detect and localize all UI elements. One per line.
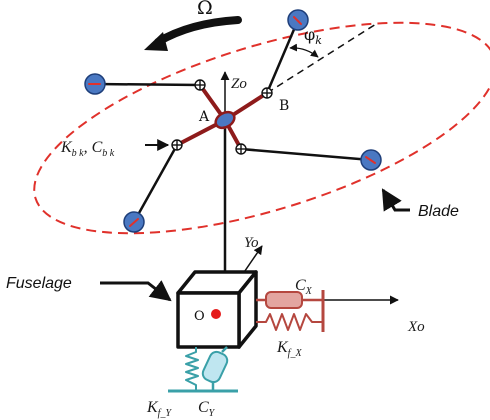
fuselage-label: Fuselage [6, 275, 72, 292]
blade-tip-masses [84, 9, 382, 233]
hinge-icons [171, 79, 273, 155]
rotor-hub [214, 110, 236, 130]
hinge-b-label: B [279, 98, 289, 114]
blade-pointer-arrow [381, 188, 410, 212]
damper-y-label: CY [198, 399, 216, 419]
fuselage-pointer-arrow [100, 280, 172, 302]
fuselage-center-dot [211, 309, 221, 319]
x-axis-label: Xo [407, 319, 425, 335]
rotation-symbol: Ω [197, 0, 213, 19]
damper-x [256, 291, 322, 309]
phi-reference-line [266, 23, 377, 94]
fuselage-box [176, 270, 258, 349]
rotation-arrowhead-icon [144, 32, 168, 51]
blade-outer-arms [93, 18, 373, 224]
spring-y-label: Kf_Y [146, 399, 172, 419]
phi-angle-label: φk [304, 25, 322, 47]
blade-tip-highlights [88, 16, 376, 227]
phi-angle-arc [289, 43, 319, 58]
spring-x-label: Kf_X [276, 339, 302, 359]
blade-label: Blade [418, 203, 459, 220]
damper-y [201, 346, 229, 391]
blade-spring-damper-label: Kb k, Cb k [60, 139, 115, 159]
rotor-disk-ellipse [33, 21, 490, 235]
spring-y [185, 347, 199, 391]
z-axis-label: Zo [231, 76, 247, 92]
damper-x-label: CX [295, 277, 313, 297]
hinge-a-label: A [198, 109, 210, 125]
y-axis-label: Yo [244, 235, 259, 251]
rotation-arrow [154, 16, 242, 46]
origin-label: O [194, 309, 205, 324]
spring-x [256, 313, 322, 331]
